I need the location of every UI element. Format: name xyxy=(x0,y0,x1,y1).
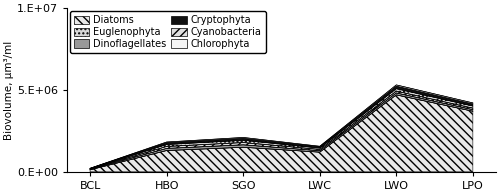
Y-axis label: Biovolume, μm³/ml: Biovolume, μm³/ml xyxy=(4,40,14,140)
Legend: Diatoms, Euglenophyta, Dinoflagellates, Cryptophyta, Cyanobacteria, Chlorophyta: Diatoms, Euglenophyta, Dinoflagellates, … xyxy=(70,11,266,53)
